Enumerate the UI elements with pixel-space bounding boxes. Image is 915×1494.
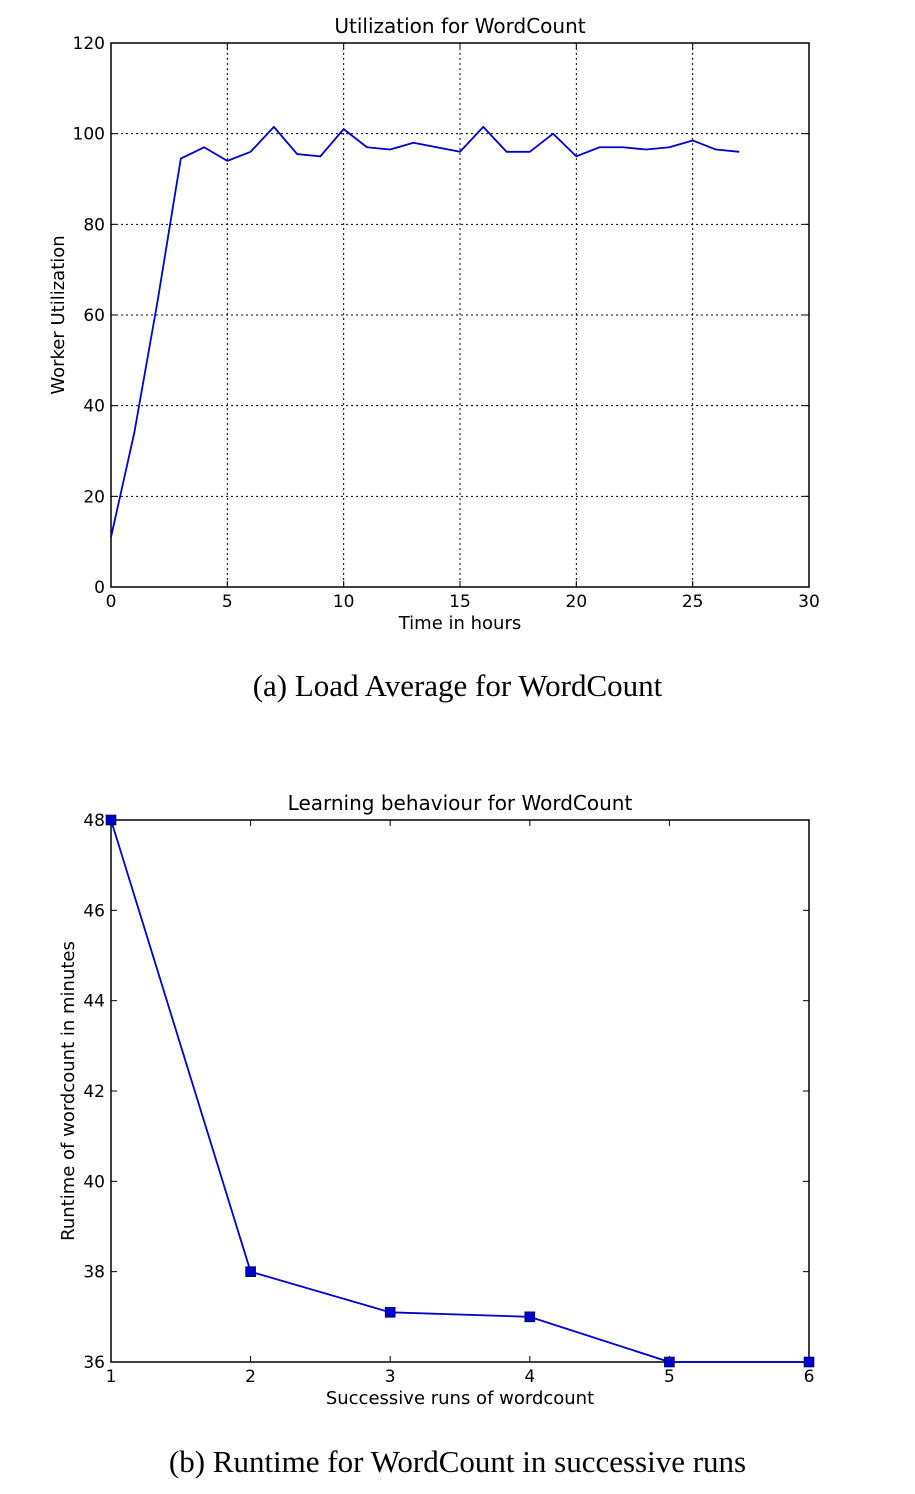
x-axis-label: Successive runs of wordcount	[326, 1388, 594, 1409]
learning-behaviour-chart: Learning behaviour for WordCount 1 2 3 4 5 6 36…	[58, 791, 815, 1409]
series-line	[110, 125, 740, 538]
plot-frame	[110, 819, 810, 1363]
y-tick-label: 0	[94, 578, 105, 598]
x-tick-label: 5	[222, 592, 233, 612]
y-tick-label: 44	[83, 992, 105, 1012]
y-tick-label: 80	[83, 215, 105, 235]
y-tick-label: 40	[83, 397, 105, 417]
y-tick-label: 60	[83, 306, 105, 326]
x-tick-label: 2	[245, 1367, 256, 1387]
y-axis-label: Runtime of wordcount in minutes	[58, 941, 79, 1241]
y-tick-label: 38	[83, 1263, 105, 1283]
x-tick-label: 4	[524, 1367, 535, 1387]
x-tick-label: 20	[566, 592, 588, 612]
x-tick-label: 1	[106, 1367, 117, 1387]
y-tick-label: 36	[83, 1353, 105, 1373]
series-line	[110, 819, 809, 1363]
y-tick-label: 46	[83, 901, 105, 921]
y-tick-label: 100	[73, 125, 105, 145]
y-tick-label: 40	[83, 1172, 105, 1192]
x-tick-label: 3	[385, 1367, 396, 1387]
data-point	[664, 1356, 675, 1368]
data-point	[384, 1307, 396, 1318]
y-tick-label: 48	[83, 811, 105, 831]
data-point	[803, 1356, 815, 1368]
figure-a: Utilization for WordCount 0 5 10 15 20 25 30 0 20…	[0, 0, 915, 740]
x-tick-label: 15	[449, 592, 471, 612]
y-tick-label: 120	[73, 34, 105, 54]
data-point	[105, 814, 117, 826]
x-tick-label: 30	[798, 592, 820, 612]
x-tick-label: 5	[664, 1367, 675, 1387]
utilization-chart: Utilization for WordCount 0 5 10 15 20 25 30 0 20…	[48, 14, 820, 634]
figure-a-caption: (a) Load Average for WordCount	[252, 668, 663, 703]
y-tick-label: 42	[83, 1082, 105, 1102]
x-tick-label: 10	[333, 592, 355, 612]
x-axis-label: Time in hours	[398, 613, 522, 634]
y-axis-label: Worker Utilization	[48, 235, 69, 394]
y-tick-label: 20	[83, 487, 105, 507]
data-point	[245, 1266, 256, 1277]
figure-b-caption: (b) Runtime for WordCount in successive …	[168, 1444, 747, 1479]
x-tick-label: 25	[682, 592, 704, 612]
data-point	[524, 1311, 536, 1323]
figure-b: Learning behaviour for WordCount 1 2 3 4 5 6 36…	[0, 770, 915, 1494]
x-tick-label: 6	[804, 1367, 815, 1387]
chart-title: Utilization for WordCount	[334, 14, 585, 38]
chart-title: Learning behaviour for WordCount	[288, 791, 633, 815]
x-tick-label: 0	[106, 592, 117, 612]
